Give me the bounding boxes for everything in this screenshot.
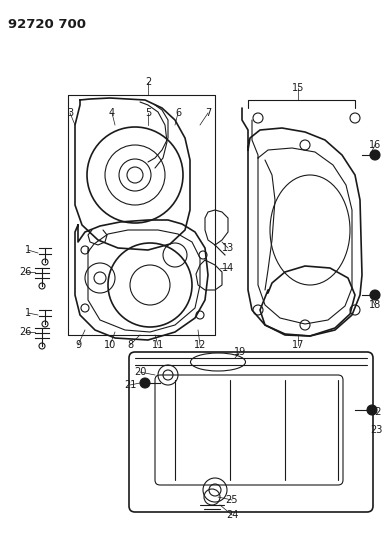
Text: 17: 17 (292, 340, 304, 350)
Text: 2: 2 (145, 77, 151, 87)
Text: 4: 4 (109, 108, 115, 118)
Text: 19: 19 (234, 347, 246, 357)
Text: 16: 16 (369, 140, 381, 150)
Text: 6: 6 (175, 108, 181, 118)
Text: 11: 11 (152, 340, 164, 350)
Text: 24: 24 (226, 510, 238, 520)
Text: 1: 1 (25, 245, 31, 255)
Text: 22: 22 (370, 407, 382, 417)
Text: 26: 26 (19, 327, 31, 337)
Text: 3: 3 (67, 108, 73, 118)
Text: 25: 25 (226, 495, 238, 505)
Text: 1: 1 (25, 308, 31, 318)
Text: 18: 18 (369, 300, 381, 310)
Text: 14: 14 (222, 263, 234, 273)
Circle shape (370, 150, 380, 160)
Text: 8: 8 (127, 340, 133, 350)
Text: 26: 26 (19, 267, 31, 277)
Text: 23: 23 (370, 425, 382, 435)
Circle shape (367, 405, 377, 415)
Text: 12: 12 (194, 340, 206, 350)
Text: 9: 9 (75, 340, 81, 350)
Text: 15: 15 (292, 83, 304, 93)
Circle shape (370, 290, 380, 300)
Text: 21: 21 (124, 380, 136, 390)
Text: 13: 13 (222, 243, 234, 253)
Text: 20: 20 (134, 367, 146, 377)
Text: 10: 10 (104, 340, 116, 350)
Text: 7: 7 (205, 108, 211, 118)
Text: 92720 700: 92720 700 (8, 18, 86, 31)
Circle shape (140, 378, 150, 388)
Text: 5: 5 (145, 108, 151, 118)
